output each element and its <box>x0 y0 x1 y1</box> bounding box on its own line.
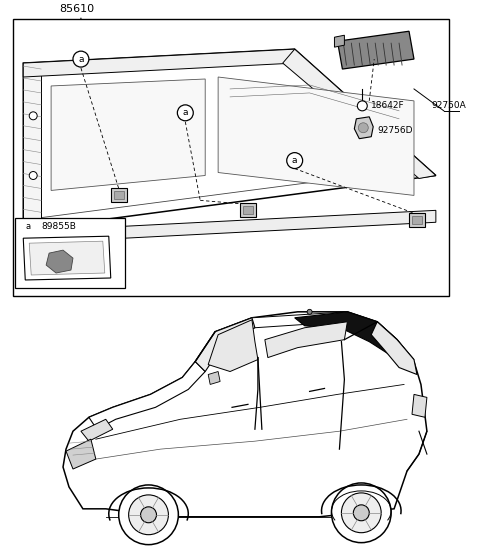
Polygon shape <box>337 31 414 69</box>
Polygon shape <box>295 312 414 359</box>
Circle shape <box>21 219 35 233</box>
Polygon shape <box>215 312 397 339</box>
Circle shape <box>357 101 367 111</box>
Polygon shape <box>29 241 105 275</box>
Polygon shape <box>208 320 258 371</box>
Polygon shape <box>63 312 427 517</box>
Circle shape <box>73 51 89 67</box>
Circle shape <box>341 493 381 533</box>
Text: a: a <box>25 222 31 231</box>
Polygon shape <box>81 420 113 441</box>
Polygon shape <box>23 236 111 280</box>
Circle shape <box>287 152 302 168</box>
Polygon shape <box>335 35 344 47</box>
Circle shape <box>29 172 37 179</box>
Bar <box>15 218 125 288</box>
Polygon shape <box>195 318 255 371</box>
Text: a: a <box>78 55 84 63</box>
Bar <box>114 192 124 199</box>
Bar <box>412 216 422 224</box>
Polygon shape <box>66 439 96 469</box>
Polygon shape <box>86 210 436 240</box>
Circle shape <box>178 105 193 121</box>
Circle shape <box>119 485 179 545</box>
Bar <box>243 206 253 214</box>
Polygon shape <box>23 63 41 230</box>
Polygon shape <box>51 79 205 190</box>
Polygon shape <box>208 371 220 384</box>
Polygon shape <box>23 49 436 230</box>
Circle shape <box>129 495 168 535</box>
Text: a: a <box>182 108 188 118</box>
Circle shape <box>141 507 156 523</box>
Text: 18642F: 18642F <box>371 102 405 110</box>
Circle shape <box>353 505 369 521</box>
Circle shape <box>332 483 391 543</box>
Polygon shape <box>412 394 427 417</box>
Text: a: a <box>292 156 298 165</box>
Polygon shape <box>354 117 373 139</box>
Text: 92756D: 92756D <box>377 126 413 135</box>
Polygon shape <box>265 322 348 358</box>
Polygon shape <box>111 188 127 203</box>
Text: 85610: 85610 <box>59 4 94 14</box>
Circle shape <box>358 123 368 132</box>
Polygon shape <box>409 213 425 227</box>
Polygon shape <box>46 250 73 273</box>
Polygon shape <box>89 362 205 429</box>
Text: 92750A: 92750A <box>431 102 466 110</box>
Circle shape <box>307 309 312 314</box>
Polygon shape <box>283 49 436 178</box>
Polygon shape <box>371 322 417 374</box>
Text: 89855B: 89855B <box>41 222 76 231</box>
Polygon shape <box>218 77 414 195</box>
Polygon shape <box>23 49 295 77</box>
Polygon shape <box>240 203 256 217</box>
Bar <box>13 19 449 296</box>
Circle shape <box>29 112 37 120</box>
